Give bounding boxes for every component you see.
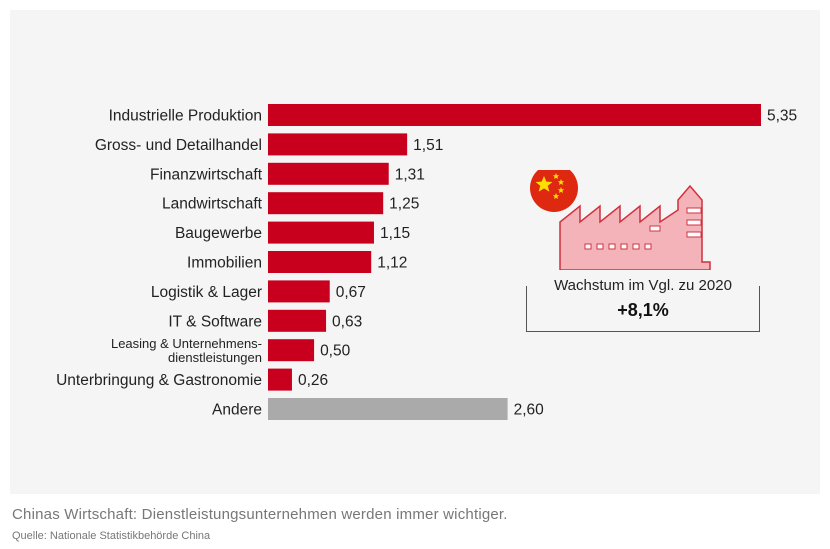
bar-chart: Industrielle Produktion 5,35 Gross- und De… xyxy=(56,104,797,420)
bar-7 xyxy=(268,309,327,332)
bar-6 xyxy=(268,280,330,303)
value-label-8: 0,50 xyxy=(320,343,351,360)
china-flag-icon xyxy=(530,170,578,212)
bar-9 xyxy=(268,368,292,391)
category-label-7: IT & Software xyxy=(168,313,262,330)
category-label-4: Baugewerbe xyxy=(175,225,262,242)
value-label-10: 2,60 xyxy=(514,402,545,419)
category-label-2: Finanzwirtschaft xyxy=(150,166,263,183)
value-label-0: 5,35 xyxy=(767,108,797,125)
bar-2 xyxy=(268,162,389,185)
value-label-1: 1,51 xyxy=(413,137,443,154)
value-label-6: 0,67 xyxy=(336,284,366,301)
category-label-3: Landwirtschaft xyxy=(162,196,263,213)
bar-3 xyxy=(268,192,384,215)
category-label-1: Gross- und Detailhandel xyxy=(95,137,262,154)
bar-5 xyxy=(268,251,372,273)
category-label-8: Leasing & Unternehmens-dienstleistungen xyxy=(111,336,262,365)
category-label-10: Andere xyxy=(212,402,262,419)
chart-caption: Chinas Wirtschaft: Dienstleistungsuntern… xyxy=(12,506,508,523)
value-label-4: 1,15 xyxy=(380,225,410,242)
value-label-5: 1,12 xyxy=(377,255,407,272)
bar-4 xyxy=(268,221,374,244)
bar-0 xyxy=(268,104,761,126)
growth-callout: Wachstum im Vgl. zu 2020 +8,1% xyxy=(526,277,760,332)
chart-panel: Industrielle Produktion 5,35 Gross- und De… xyxy=(10,10,820,494)
value-label-3: 1,25 xyxy=(389,196,419,213)
category-label-9: Unterbringung & Gastronomie xyxy=(56,372,262,389)
bar-8 xyxy=(268,339,315,362)
growth-value: +8,1% xyxy=(617,300,669,320)
category-label-5: Immobilien xyxy=(187,255,262,272)
growth-label: Wachstum im Vgl. zu 2020 xyxy=(549,277,737,294)
factory-illustration xyxy=(530,170,711,270)
bar-1 xyxy=(268,133,408,156)
value-label-7: 0,63 xyxy=(332,313,362,330)
category-label-0: Industrielle Produktion xyxy=(109,108,262,125)
value-label-2: 1,31 xyxy=(395,166,425,183)
category-label-6: Logistik & Lager xyxy=(151,284,262,301)
factory-icon xyxy=(559,184,711,270)
bar-10 xyxy=(268,398,508,420)
value-label-9: 0,26 xyxy=(298,372,328,389)
chart-source: Quelle: Nationale Statistikbehörde China xyxy=(12,530,211,542)
